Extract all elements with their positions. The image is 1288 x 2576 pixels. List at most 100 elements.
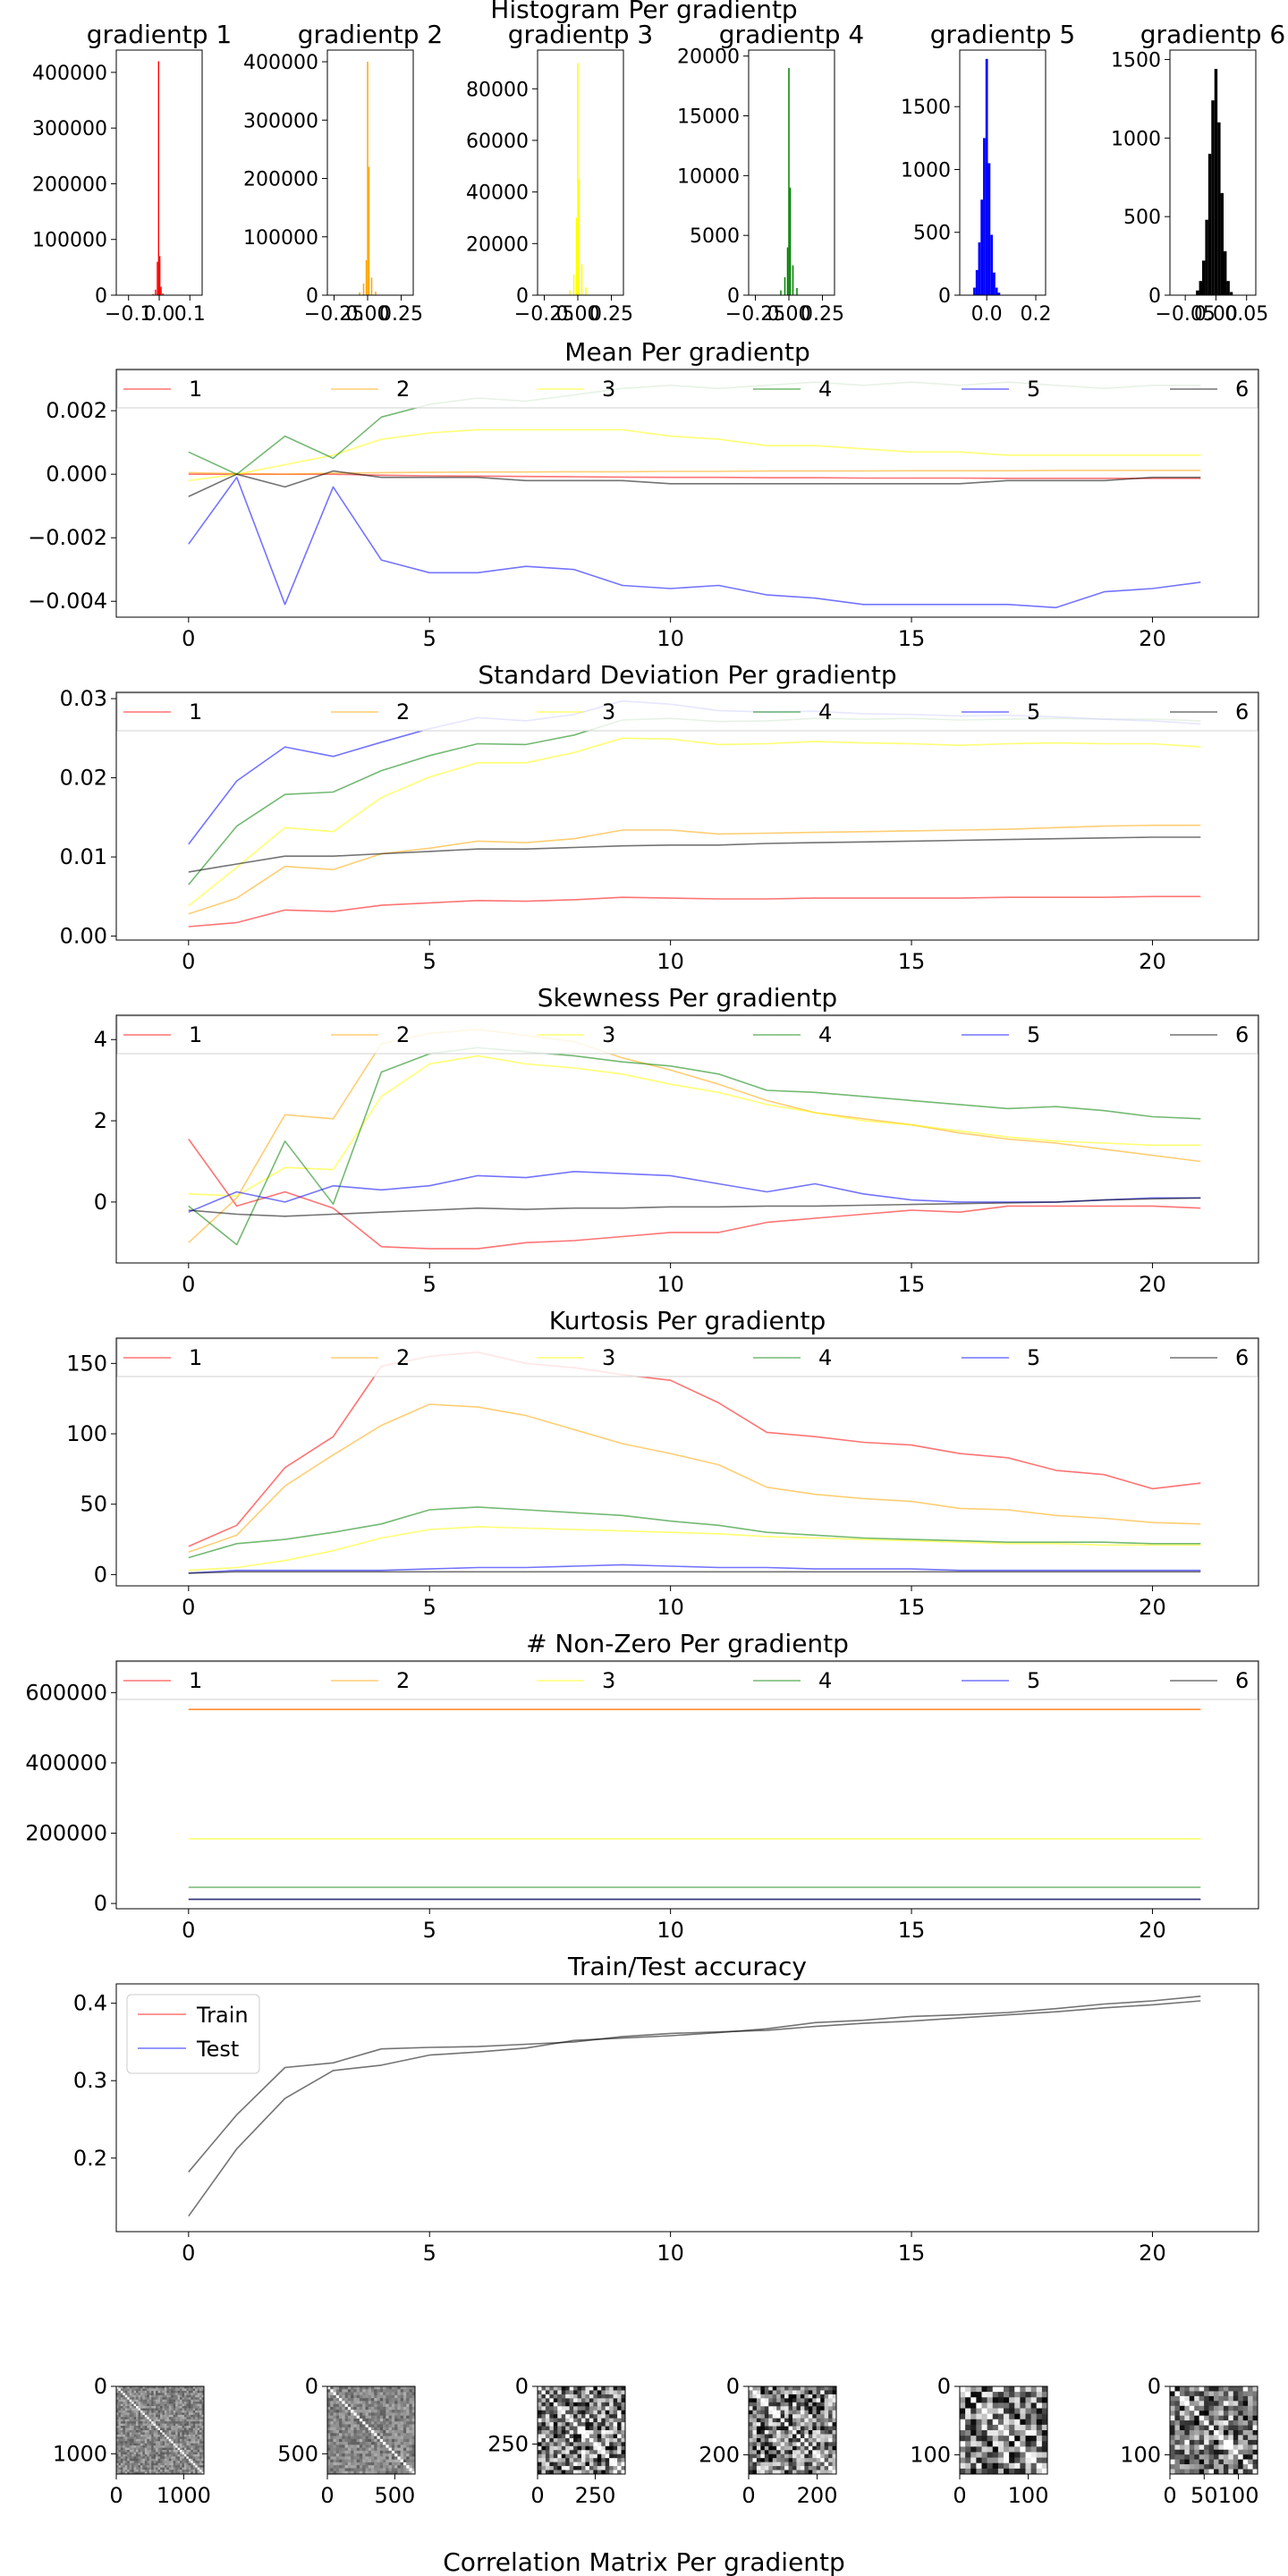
- matrix-cell: [177, 2450, 181, 2453]
- matrix-cell: [120, 2399, 123, 2402]
- matrix-cell: [1208, 2386, 1215, 2392]
- matrix-cell: [142, 2388, 146, 2392]
- matrix-cell: [157, 2445, 161, 2448]
- matrix-cell: [127, 2441, 130, 2444]
- matrix-cell: [173, 2408, 176, 2411]
- matrix-cell: [168, 2452, 172, 2455]
- matrix-cell: [330, 2436, 334, 2440]
- matrix-cell: [1208, 2439, 1215, 2445]
- matrix-cell: [192, 2470, 196, 2472]
- matrix-cell: [356, 2427, 360, 2431]
- matrix-cell: [335, 2447, 340, 2452]
- matrix-cell: [388, 2456, 393, 2460]
- matrix-cell: [386, 2412, 389, 2416]
- matrix-cell: [1174, 2449, 1181, 2455]
- matrix-cell: [965, 2413, 971, 2420]
- matrix-cell: [160, 2458, 163, 2462]
- legend-label: 6: [1235, 1668, 1249, 1693]
- matrix-cell: [136, 2456, 139, 2460]
- matrix-cell: [327, 2403, 331, 2408]
- matrix-cell: [356, 2445, 360, 2448]
- matrix-cell: [1014, 2386, 1021, 2393]
- matrix-cell: [406, 2447, 410, 2452]
- matrix-cell: [151, 2414, 154, 2418]
- matrix-cell: [182, 2436, 185, 2440]
- y-tick-label: 600000: [25, 1680, 107, 1705]
- matrix-cell: [820, 2470, 825, 2475]
- x-tick-label: 0.00: [346, 303, 390, 326]
- matrix-cell: [133, 2470, 137, 2472]
- matrix-cell: [133, 2417, 137, 2420]
- matrix-cell: [1174, 2435, 1181, 2441]
- matrix-cell: [124, 2471, 128, 2475]
- legend-label: 6: [1235, 377, 1249, 402]
- matrix-cell: [142, 2470, 146, 2472]
- matrix-cell: [164, 2470, 167, 2472]
- matrix-cell: [129, 2456, 132, 2460]
- y-tick-label: 0: [94, 1190, 107, 1215]
- matrix-cell: [812, 2414, 818, 2419]
- histogram-bar: [577, 63, 579, 295]
- matrix-cell: [333, 2403, 337, 2408]
- matrix-cell: [1233, 2401, 1239, 2407]
- matrix-cell: [613, 2442, 618, 2447]
- matrix-cell: [183, 2423, 187, 2427]
- matrix-cell: [383, 2421, 386, 2425]
- matrix-cell: [776, 2386, 781, 2391]
- matrix-cell: [123, 2414, 126, 2418]
- matrix-cell: [142, 2456, 146, 2460]
- matrix-cell: [144, 2428, 148, 2431]
- matrix-cell: [816, 2406, 821, 2411]
- matrix-cell: [168, 2406, 172, 2409]
- matrix-cell: [142, 2471, 146, 2475]
- matrix-cell: [1252, 2454, 1258, 2460]
- matrix-cell: [116, 2432, 119, 2436]
- matrix-cell: [157, 2412, 161, 2416]
- matrix-cell: [182, 2408, 185, 2411]
- matrix-cell: [760, 2470, 766, 2475]
- matrix-cell: [138, 2445, 141, 2448]
- matrix-cell: [374, 2403, 377, 2408]
- histogram-panel-3: gradientp 3020000400006000080000−0.250.0…: [466, 20, 653, 326]
- matrix-cell: [120, 2390, 123, 2394]
- matrix-cell: [383, 2450, 386, 2454]
- matrix-cell: [131, 2394, 134, 2398]
- matrix-cell: [147, 2445, 150, 2448]
- matrix-cell: [553, 2442, 558, 2447]
- matrix-cell: [164, 2453, 167, 2457]
- y-tick-label: 0.3: [73, 2068, 107, 2093]
- matrix-cell: [388, 2403, 393, 2408]
- matrix-cell: [136, 2406, 139, 2409]
- matrix-cell: [784, 2410, 789, 2415]
- histogram-bar: [152, 293, 154, 295]
- matrix-cell: [160, 2441, 163, 2444]
- matrix-cell: [192, 2428, 196, 2431]
- matrix-cell: [160, 2423, 163, 2427]
- matrix-cell: [561, 2458, 566, 2462]
- matrix-cell: [573, 2386, 578, 2391]
- matrix-cell: [617, 2398, 622, 2403]
- matrix-cell: [816, 2458, 821, 2462]
- matrix-cell: [538, 2434, 542, 2439]
- matrix-cell: [180, 2394, 182, 2398]
- matrix-cell: [981, 2452, 987, 2458]
- matrix-cell: [609, 2453, 614, 2459]
- x-tick-label: 100: [1008, 2483, 1049, 2508]
- matrix-cell: [327, 2427, 331, 2431]
- matrix-cell: [136, 2461, 139, 2464]
- matrix-cell: [353, 2386, 357, 2390]
- matrix-cell: [832, 2458, 837, 2462]
- matrix-cell: [183, 2461, 187, 2464]
- matrix-cell: [987, 2441, 994, 2447]
- y-tick-label: 0: [94, 1891, 107, 1916]
- matrix-cell: [1004, 2446, 1010, 2453]
- matrix-cell: [1025, 2452, 1031, 2458]
- matrix-cell: [1233, 2386, 1239, 2392]
- matrix-cell: [411, 2430, 416, 2434]
- y-tick-label: 200: [699, 2443, 740, 2468]
- matrix-cell: [116, 2462, 119, 2466]
- matrix-cell: [131, 2426, 134, 2428]
- matrix-cell: [342, 2401, 345, 2404]
- matrix-cell: [400, 2418, 404, 2422]
- matrix-cell: [129, 2402, 132, 2404]
